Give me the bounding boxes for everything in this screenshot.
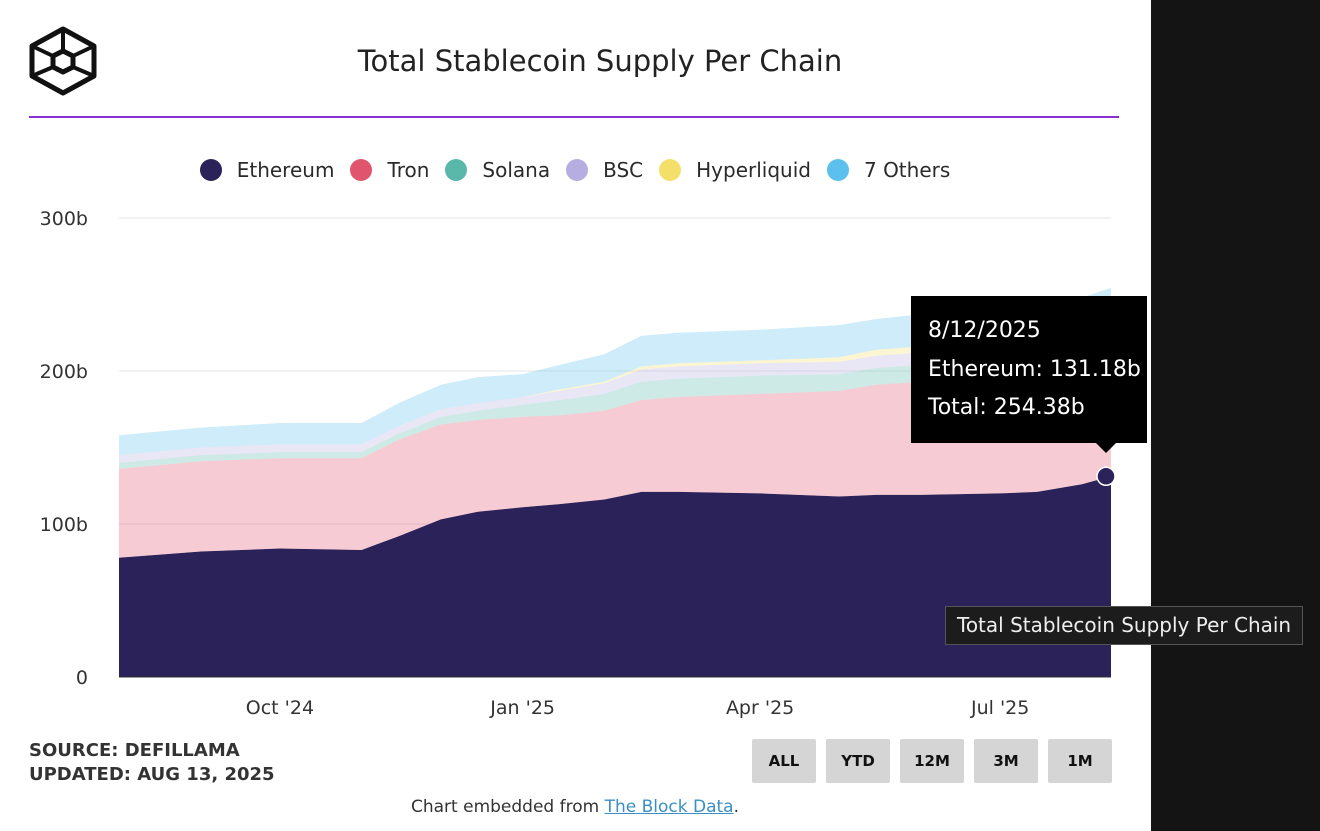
- y-tick-label: 100b: [40, 514, 88, 536]
- series-area-solana: [119, 341, 1111, 469]
- y-tick-label: 0: [76, 667, 88, 689]
- the-block-logo-icon: [29, 26, 97, 96]
- the-block-data-link[interactable]: The Block Data: [604, 797, 734, 817]
- series-area-ethereum: [119, 476, 1111, 677]
- range-all-button[interactable]: ALL: [752, 739, 816, 783]
- legend-item-7-others[interactable]: 7 Others: [826, 158, 951, 182]
- embed-suffix: .: [733, 797, 739, 817]
- series-area-hyperliquid: [119, 321, 1111, 456]
- legend-item-tron[interactable]: Tron: [350, 158, 429, 182]
- legend-dot-icon: [350, 159, 373, 181]
- legend-label: Ethereum: [236, 158, 335, 182]
- legend-item-hyperliquid[interactable]: Hyperliquid: [659, 158, 811, 182]
- legend-dot-icon: [566, 159, 589, 181]
- hover-title-tooltip: Total Stablecoin Supply Per Chain: [945, 606, 1304, 645]
- y-tick-label: 200b: [40, 361, 88, 383]
- hover-point-marker: [1096, 466, 1116, 487]
- chart-tooltip: 8/12/2025 Ethereum: 131.18b Total: 254.3…: [911, 296, 1147, 443]
- legend-label: BSC: [603, 158, 644, 182]
- embed-prefix: Chart embedded from: [411, 797, 605, 817]
- series-area-bsc: [119, 329, 1111, 463]
- range-3m-button[interactable]: 3M: [974, 739, 1038, 783]
- range-ytd-button[interactable]: YTD: [826, 739, 890, 783]
- stacked-area-chart: 0 100b 200b 300b Oct '24 Jan '25 Apr '25 Jul '2…: [40, 208, 1116, 719]
- updated-text: UPDATED: AUG 13, 2025: [29, 764, 275, 785]
- legend-dot-icon: [445, 159, 468, 181]
- title-divider: [29, 116, 1119, 118]
- legend-item-bsc[interactable]: BSC: [566, 158, 643, 182]
- series-area-7-others: [119, 287, 1111, 456]
- legend-label: Hyperliquid: [696, 158, 811, 182]
- legend-item-ethereum[interactable]: Ethereum: [199, 158, 335, 182]
- x-tick-label: Apr '25: [726, 697, 794, 719]
- embed-note: Chart embedded from The Block Data.: [0, 797, 1150, 817]
- x-tick-label: Jul '25: [970, 697, 1029, 719]
- x-tick-label: Oct '24: [246, 697, 314, 719]
- source-info: SOURCE: DEFILLAMA UPDATED: AUG 13, 2025: [29, 739, 275, 787]
- y-tick-label: 300b: [40, 208, 88, 230]
- tooltip-pointer: [1096, 443, 1116, 453]
- chart-title: Total Stablecoin Supply Per Chain: [357, 44, 843, 78]
- source-text: SOURCE: DEFILLAMA: [29, 740, 240, 761]
- side-panel: [1151, 0, 1320, 831]
- legend-item-solana[interactable]: Solana: [445, 158, 550, 182]
- range-12m-button[interactable]: 12M: [900, 739, 964, 783]
- legend-label: 7 Others: [863, 158, 951, 182]
- tooltip-ethereum-value: Ethereum: 131.18b: [928, 356, 1141, 382]
- legend-dot-icon: [659, 159, 682, 181]
- tooltip-date: 8/12/2025: [928, 318, 1041, 343]
- legend-dot-icon: [199, 159, 222, 181]
- x-tick-label: Jan '25: [489, 697, 555, 719]
- legend-label: Solana: [482, 158, 551, 182]
- chart-legend: Ethereum Tron Solana BSC Hyperliquid 7 Others: [0, 158, 1150, 182]
- legend-label: Tron: [387, 158, 430, 182]
- legend-dot-icon: [826, 159, 849, 181]
- series-area-tron: [119, 358, 1111, 558]
- tooltip-total-value: Total: 254.38b: [928, 395, 1085, 420]
- range-1m-button[interactable]: 1M: [1048, 739, 1112, 783]
